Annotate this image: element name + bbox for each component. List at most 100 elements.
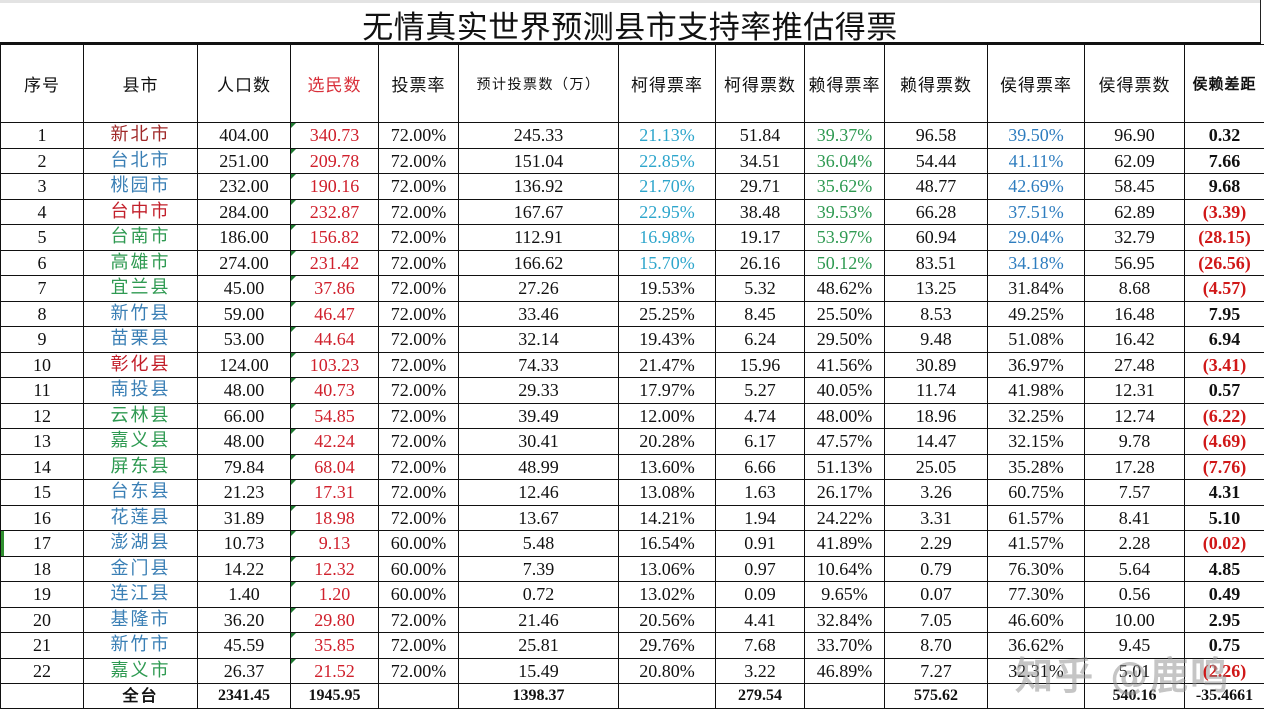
cell-expected-votes[interactable]: 5.48 — [458, 530, 619, 557]
cell-seq[interactable]: 15 — [0, 479, 84, 506]
header-expected-votes[interactable]: 预计投票数（万） — [458, 44, 619, 123]
cell-ko-rate[interactable]: 13.60% — [618, 453, 716, 480]
cell-population[interactable]: 274.00 — [197, 249, 291, 276]
header-population[interactable]: 人口数 — [197, 44, 291, 123]
cell-expected-votes[interactable]: 25.81 — [458, 632, 619, 659]
cell-hou-votes[interactable]: 8.68 — [1084, 275, 1185, 302]
cell-lai-rate[interactable]: 50.12% — [804, 249, 885, 276]
cell-voters[interactable]: 42.24 — [290, 428, 379, 455]
cell-county[interactable]: 新北市 — [83, 122, 198, 149]
cell-voters[interactable]: 46.47 — [290, 300, 379, 327]
cell-population[interactable]: 48.00 — [197, 377, 291, 404]
cell-county[interactable]: 嘉义市 — [83, 657, 198, 684]
cell-hou-lai-gap[interactable]: (6.22) — [1184, 402, 1264, 429]
cell-lai-rate[interactable]: 51.13% — [804, 453, 885, 480]
cell-lai-votes[interactable]: 8.70 — [884, 632, 988, 659]
cell-lai-votes[interactable]: 8.53 — [884, 300, 988, 327]
cell-lai-votes[interactable]: 25.05 — [884, 453, 988, 480]
cell-population[interactable]: 251.00 — [197, 147, 291, 174]
cell-turnout[interactable]: 72.00% — [378, 224, 459, 251]
cell-hou-rate[interactable]: 39.50% — [987, 122, 1085, 149]
cell-ko-rate[interactable]: 16.98% — [618, 224, 716, 251]
cell-ko-votes[interactable]: 0.97 — [715, 555, 805, 582]
cell-turnout[interactable]: 72.00% — [378, 326, 459, 353]
cell-turnout[interactable]: 72.00% — [378, 147, 459, 174]
cell-seq[interactable]: 21 — [0, 632, 84, 659]
cell-ko-votes[interactable]: 26.16 — [715, 249, 805, 276]
cell-turnout[interactable]: 72.00% — [378, 377, 459, 404]
cell-ko-rate[interactable]: 16.54% — [618, 530, 716, 557]
cell-ko-votes[interactable]: 19.17 — [715, 224, 805, 251]
cell-seq[interactable]: 12 — [0, 402, 84, 429]
cell-ko-votes[interactable]: 5.27 — [715, 377, 805, 404]
cell-lai-votes[interactable]: 48.77 — [884, 173, 988, 200]
cell-hou-lai-gap[interactable]: 7.95 — [1184, 300, 1264, 327]
cell-lai-votes[interactable]: 18.96 — [884, 402, 988, 429]
cell-voters[interactable]: 68.04 — [290, 453, 379, 480]
cell-voters[interactable]: 35.85 — [290, 632, 379, 659]
cell-lai-votes[interactable]: 60.94 — [884, 224, 988, 251]
cell-hou-rate[interactable]: 61.57% — [987, 504, 1085, 531]
cell-hou-rate[interactable]: 41.11% — [987, 147, 1085, 174]
cell-hou-lai-gap[interactable]: 0.57 — [1184, 377, 1264, 404]
cell-ko-votes[interactable]: 0.09 — [715, 581, 805, 608]
cell-hou-lai-gap[interactable]: (7.76) — [1184, 453, 1264, 480]
cell-ko-rate[interactable]: 13.06% — [618, 555, 716, 582]
cell-voters[interactable]: 21.52 — [290, 657, 379, 684]
cell-ko-votes[interactable]: 15.96 — [715, 351, 805, 378]
cell-lai-votes[interactable]: 54.44 — [884, 147, 988, 174]
cell-total-gap[interactable]: -35.4661 — [1184, 683, 1264, 709]
cell-seq[interactable]: 11 — [0, 377, 84, 404]
cell-hou-rate[interactable]: 32.15% — [987, 428, 1085, 455]
cell-turnout[interactable]: 72.00% — [378, 453, 459, 480]
cell-county[interactable]: 云林县 — [83, 402, 198, 429]
cell-population[interactable]: 48.00 — [197, 428, 291, 455]
header-seq[interactable]: 序号 — [0, 44, 84, 123]
cell-total-lai-rate[interactable] — [804, 683, 885, 709]
cell-ko-votes[interactable]: 4.41 — [715, 606, 805, 633]
cell-hou-votes[interactable]: 12.31 — [1084, 377, 1185, 404]
cell-ko-votes[interactable]: 3.22 — [715, 657, 805, 684]
cell-lai-rate[interactable]: 39.53% — [804, 198, 885, 225]
cell-seq[interactable]: 16 — [0, 504, 84, 531]
cell-turnout[interactable]: 72.00% — [378, 122, 459, 149]
cell-hou-rate[interactable]: 35.28% — [987, 453, 1085, 480]
cell-hou-rate[interactable]: 41.57% — [987, 530, 1085, 557]
cell-lai-rate[interactable]: 32.84% — [804, 606, 885, 633]
cell-ko-rate[interactable]: 25.25% — [618, 300, 716, 327]
cell-population[interactable]: 45.00 — [197, 275, 291, 302]
cell-hou-votes[interactable]: 62.89 — [1084, 198, 1185, 225]
cell-ko-votes[interactable]: 6.17 — [715, 428, 805, 455]
cell-seq[interactable]: 14 — [0, 453, 84, 480]
cell-ko-rate[interactable]: 17.97% — [618, 377, 716, 404]
cell-ko-rate[interactable]: 19.43% — [618, 326, 716, 353]
cell-lai-rate[interactable]: 41.56% — [804, 351, 885, 378]
cell-seq[interactable]: 6 — [0, 249, 84, 276]
cell-population[interactable]: 1.40 — [197, 581, 291, 608]
cell-expected-votes[interactable]: 48.99 — [458, 453, 619, 480]
cell-turnout[interactable]: 72.00% — [378, 657, 459, 684]
cell-voters[interactable]: 44.64 — [290, 326, 379, 353]
cell-ko-rate[interactable]: 22.95% — [618, 198, 716, 225]
cell-turnout[interactable]: 72.00% — [378, 249, 459, 276]
cell-voters[interactable]: 37.86 — [290, 275, 379, 302]
cell-lai-votes[interactable]: 0.07 — [884, 581, 988, 608]
cell-county[interactable]: 桃园市 — [83, 173, 198, 200]
cell-voters[interactable]: 340.73 — [290, 122, 379, 149]
cell-county[interactable]: 新竹市 — [83, 632, 198, 659]
cell-voters[interactable]: 190.16 — [290, 173, 379, 200]
cell-turnout[interactable]: 72.00% — [378, 173, 459, 200]
cell-lai-votes[interactable]: 30.89 — [884, 351, 988, 378]
cell-lai-votes[interactable]: 14.47 — [884, 428, 988, 455]
cell-seq[interactable]: 19 — [0, 581, 84, 608]
cell-expected-votes[interactable]: 15.49 — [458, 657, 619, 684]
cell-expected-votes[interactable]: 0.72 — [458, 581, 619, 608]
cell-voters[interactable]: 231.42 — [290, 249, 379, 276]
cell-lai-rate[interactable]: 48.00% — [804, 402, 885, 429]
cell-voters[interactable]: 232.87 — [290, 198, 379, 225]
cell-hou-lai-gap[interactable]: (4.69) — [1184, 428, 1264, 455]
cell-total-voters[interactable]: 1945.95 — [290, 683, 379, 709]
cell-population[interactable]: 124.00 — [197, 351, 291, 378]
cell-total-expected-votes[interactable]: 1398.37 — [458, 683, 619, 709]
cell-seq[interactable]: 9 — [0, 326, 84, 353]
